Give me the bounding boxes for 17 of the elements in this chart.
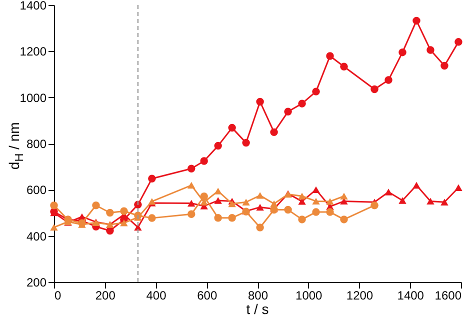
y-tick-label: 800 — [26, 137, 47, 151]
x-tick-label: 1400 — [397, 288, 424, 302]
x-tick-label: 600 — [197, 288, 218, 302]
y-tick-label: 600 — [26, 183, 47, 198]
x-tick-label: 800 — [248, 288, 268, 302]
y-tick-label: 1000 — [20, 90, 47, 105]
x-tick-label: 400 — [146, 288, 167, 302]
x-tick-label: 0 — [54, 288, 62, 302]
x-axis-title: t / s — [245, 301, 270, 317]
x-tick-label: 200 — [95, 288, 116, 302]
x-tick-label: 1000 — [296, 288, 323, 302]
y-tick-label: 1200 — [20, 44, 47, 59]
x-tick-label: 1200 — [346, 288, 374, 302]
x-tick-label: 1600 — [434, 288, 462, 302]
y-tick-label: 1400 — [20, 0, 47, 12]
y-tick-label: 200 — [26, 276, 47, 290]
y-tick-label: 400 — [26, 229, 47, 244]
